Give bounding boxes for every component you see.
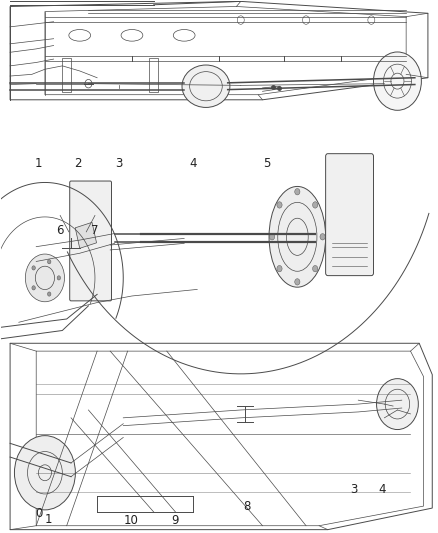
Text: 3: 3 xyxy=(115,157,123,169)
Circle shape xyxy=(295,279,300,285)
FancyBboxPatch shape xyxy=(70,181,112,301)
Circle shape xyxy=(32,286,35,290)
Text: 8: 8 xyxy=(244,500,251,513)
Text: 1: 1 xyxy=(45,513,53,526)
Text: 10: 10 xyxy=(124,514,138,527)
Circle shape xyxy=(47,292,51,296)
Circle shape xyxy=(25,254,64,302)
Text: 5: 5 xyxy=(263,157,271,169)
Ellipse shape xyxy=(182,65,230,108)
Bar xyxy=(62,58,71,92)
Circle shape xyxy=(57,276,60,280)
Circle shape xyxy=(14,435,75,510)
Circle shape xyxy=(32,266,35,270)
Text: 9: 9 xyxy=(172,514,179,527)
Circle shape xyxy=(277,202,282,208)
Circle shape xyxy=(295,189,300,195)
Circle shape xyxy=(47,260,51,264)
Circle shape xyxy=(313,265,318,272)
Text: 4: 4 xyxy=(378,483,386,496)
Text: 1: 1 xyxy=(35,157,42,169)
Ellipse shape xyxy=(269,187,325,287)
Text: 7: 7 xyxy=(91,224,99,237)
Circle shape xyxy=(277,265,282,272)
Circle shape xyxy=(320,233,325,240)
Text: 3: 3 xyxy=(350,483,357,496)
FancyBboxPatch shape xyxy=(325,154,374,276)
Text: 6: 6 xyxy=(57,224,64,237)
Text: 2: 2 xyxy=(74,157,81,169)
Bar xyxy=(149,58,158,92)
Text: 4: 4 xyxy=(189,157,197,169)
Circle shape xyxy=(374,52,421,110)
Text: 0: 0 xyxy=(35,507,43,520)
Circle shape xyxy=(313,202,318,208)
Bar xyxy=(75,222,96,248)
Circle shape xyxy=(269,233,275,240)
Circle shape xyxy=(377,378,418,430)
